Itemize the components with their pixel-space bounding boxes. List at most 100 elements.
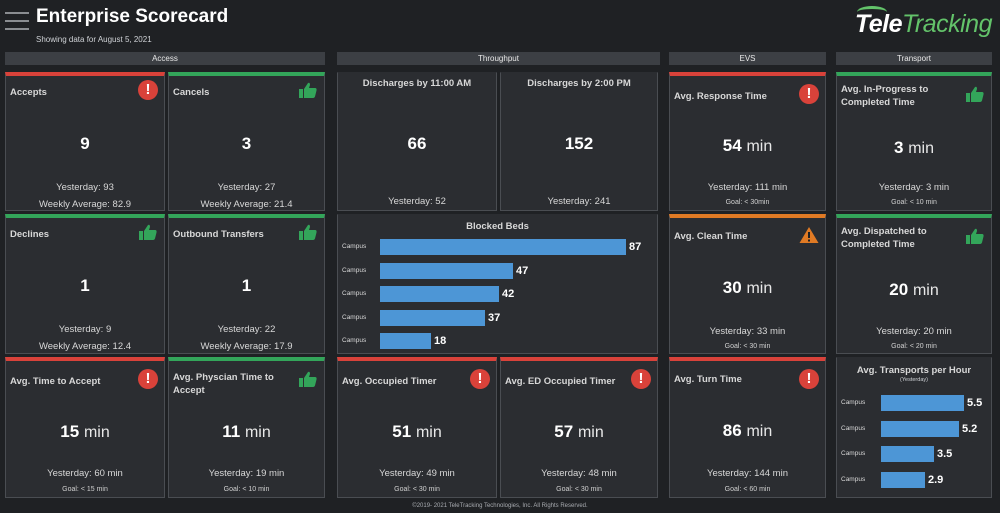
card-response-time[interactable]: Avg. Response Time ! 54 min Yesterday: 1… — [669, 72, 826, 211]
card-yesterday: Yesterday: 111 min — [707, 182, 788, 193]
bar-label: Campus — [342, 243, 367, 250]
bar-row: Campus 37 — [338, 309, 657, 326]
card-accepts[interactable]: Accepts ! 9 Yesterday: 93 Weekly Average… — [5, 72, 165, 211]
card-yesterday: Yesterday: 27 — [217, 182, 276, 193]
bar — [881, 395, 964, 411]
bar — [380, 333, 431, 349]
bar — [380, 309, 485, 326]
card-yesterday: Yesterday: 19 min — [208, 468, 285, 479]
bar-value: 42 — [502, 288, 515, 300]
card-value: 66 — [407, 134, 427, 153]
card-goal: Goal: < 30 min — [394, 486, 440, 493]
menu-icon[interactable] — [5, 12, 29, 32]
card-goal: Goal: < 60 min — [724, 486, 771, 493]
bar-row: Campus 18 — [338, 333, 657, 349]
card-value: 51 min — [392, 422, 442, 441]
section-header-transport: Transport — [836, 52, 992, 65]
card-label: Avg. Turn Time — [674, 374, 742, 385]
alert-icon: ! — [799, 84, 819, 104]
logo-arc-icon — [856, 6, 887, 18]
card-yesterday: Yesterday: 48 min — [541, 468, 617, 479]
bar-label: Campus — [342, 337, 367, 344]
card-blocked-beds[interactable]: Blocked Beds Campus 87 Campus 47 Campus 42 Cam… — [337, 214, 658, 354]
bar-row: Campus 5.5 — [837, 395, 991, 411]
card-cancels[interactable]: Cancels 3 Yesterday: 27 Weekly Average: … — [168, 72, 325, 211]
card-physician-time-to-accept[interactable]: Avg. Physcian Time to Accept 11 min Yeste… — [168, 357, 325, 498]
card-yesterday: Yesterday: 60 min — [47, 468, 123, 479]
alert-icon: ! — [138, 369, 158, 389]
bar-label: Campus — [342, 266, 367, 274]
bar-value: 3.5 — [937, 448, 953, 460]
card-label: Avg. Dispatched to Completed Time — [841, 226, 927, 250]
bar-label: Campus — [342, 290, 367, 297]
card-time-to-accept[interactable]: Avg. Time to Accept ! 15 min Yesterday: … — [5, 357, 165, 498]
thumbs-up-icon — [299, 82, 317, 98]
card-label: Outbound Transfers — [173, 229, 264, 240]
card-occupied-timer[interactable]: Avg. Occupied Timer ! 51 min Yesterday: … — [337, 357, 497, 498]
card-value: 3 min — [894, 138, 934, 157]
card-value: 11 min — [222, 422, 271, 441]
bar — [881, 446, 934, 462]
card-value: 57 min — [554, 422, 604, 441]
card-declines[interactable]: Declines 1 Yesterday: 9 Weekly Average: … — [5, 214, 165, 354]
card-yesterday: Yesterday: 93 — [56, 182, 114, 193]
thumbs-up-icon — [966, 228, 984, 244]
card-yesterday: Yesterday: 241 — [547, 196, 611, 207]
alert-icon: ! — [631, 369, 651, 389]
card-goal: Goal: < 15 min — [62, 486, 108, 493]
bar-label: Campus — [841, 399, 866, 406]
bar-value: 2.9 — [928, 473, 944, 486]
card-value: 54 min — [722, 136, 773, 155]
bar — [380, 286, 499, 302]
card-discharges-11am[interactable]: Discharges by 11:00 AM 66 Yesterday: 52 — [337, 72, 497, 211]
card-label: Avg. Clean Time — [674, 231, 748, 242]
card-dispatched-to-completed[interactable]: Avg. Dispatched to Completed Time 20 min … — [836, 214, 992, 354]
card-ed-occupied-timer[interactable]: Avg. ED Occupied Timer ! 57 min Yesterda… — [500, 357, 658, 498]
card-label: Accepts — [10, 87, 47, 98]
card-goal: Goal: < 10 min — [891, 199, 937, 206]
card-value: 152 — [564, 134, 594, 153]
bar — [380, 262, 513, 279]
bar-value: 47 — [516, 264, 529, 277]
card-discharges-2pm[interactable]: Discharges by 2:00 PM 152 Yesterday: 241 — [500, 72, 658, 211]
card-yesterday: Yesterday: 49 min — [379, 468, 455, 479]
card-value: 1 — [241, 276, 252, 295]
thumbs-up-icon — [139, 224, 157, 240]
warning-icon — [799, 227, 819, 243]
bar-row: Campus 42 — [338, 286, 657, 302]
card-yesterday: Yesterday: 22 — [217, 324, 276, 335]
bar-value: 5.5 — [967, 397, 983, 409]
card-value: 15 min — [60, 422, 110, 441]
card-transports-per-hour[interactable]: Avg. Transports per Hour (Yesterday) Cam… — [836, 357, 992, 498]
card-clean-time[interactable]: Avg. Clean Time 30 min Yesterday: 33 min… — [669, 214, 826, 354]
bar-label: Campus — [841, 424, 866, 432]
card-label: Avg. Response Time — [674, 91, 767, 102]
card-turn-time[interactable]: Avg. Turn Time ! 86 min Yesterday: 144 m… — [669, 357, 826, 498]
card-label: Avg. Occupied Timer — [342, 376, 437, 387]
section-header-throughput: Throughput — [337, 52, 660, 65]
card-goal: Goal: < 10 min — [223, 486, 270, 493]
alert-icon: ! — [138, 80, 158, 100]
card-goal: Goal: < 30min — [725, 199, 770, 206]
card-in-progress-to-completed[interactable]: Avg. In-Progress to Completed Time 3 min … — [836, 72, 992, 211]
card-outbound-transfers[interactable]: Outbound Transfers 1 Yesterday: 22 Weekl… — [168, 214, 325, 354]
card-weekly-average: Weekly Average: 21.4 — [200, 199, 293, 210]
bar-row: Campus 2.9 — [837, 471, 991, 488]
bar-value: 5.2 — [962, 422, 978, 435]
alert-icon: ! — [470, 369, 490, 389]
card-label: Avg. Physcian Time to Accept — [173, 372, 274, 396]
card-value: 1 — [80, 276, 90, 295]
card-value: 20 min — [889, 280, 939, 299]
page-title: Enterprise Scorecard — [36, 6, 229, 27]
bar — [380, 239, 626, 255]
chart-subtitle: (Yesterday) — [900, 377, 928, 383]
card-weekly-average: Weekly Average: 17.9 — [200, 341, 293, 352]
card-yesterday: Yesterday: 144 min — [707, 468, 788, 479]
bar-row: Campus 3.5 — [837, 446, 991, 462]
thumbs-up-icon — [299, 224, 317, 240]
card-label: Discharges by 11:00 AM — [362, 78, 472, 89]
card-value: 9 — [80, 134, 90, 153]
card-label: Discharges by 2:00 PM — [527, 78, 631, 89]
bar-label: Campus — [841, 475, 866, 483]
card-label: Avg. ED Occupied Timer — [505, 376, 616, 387]
